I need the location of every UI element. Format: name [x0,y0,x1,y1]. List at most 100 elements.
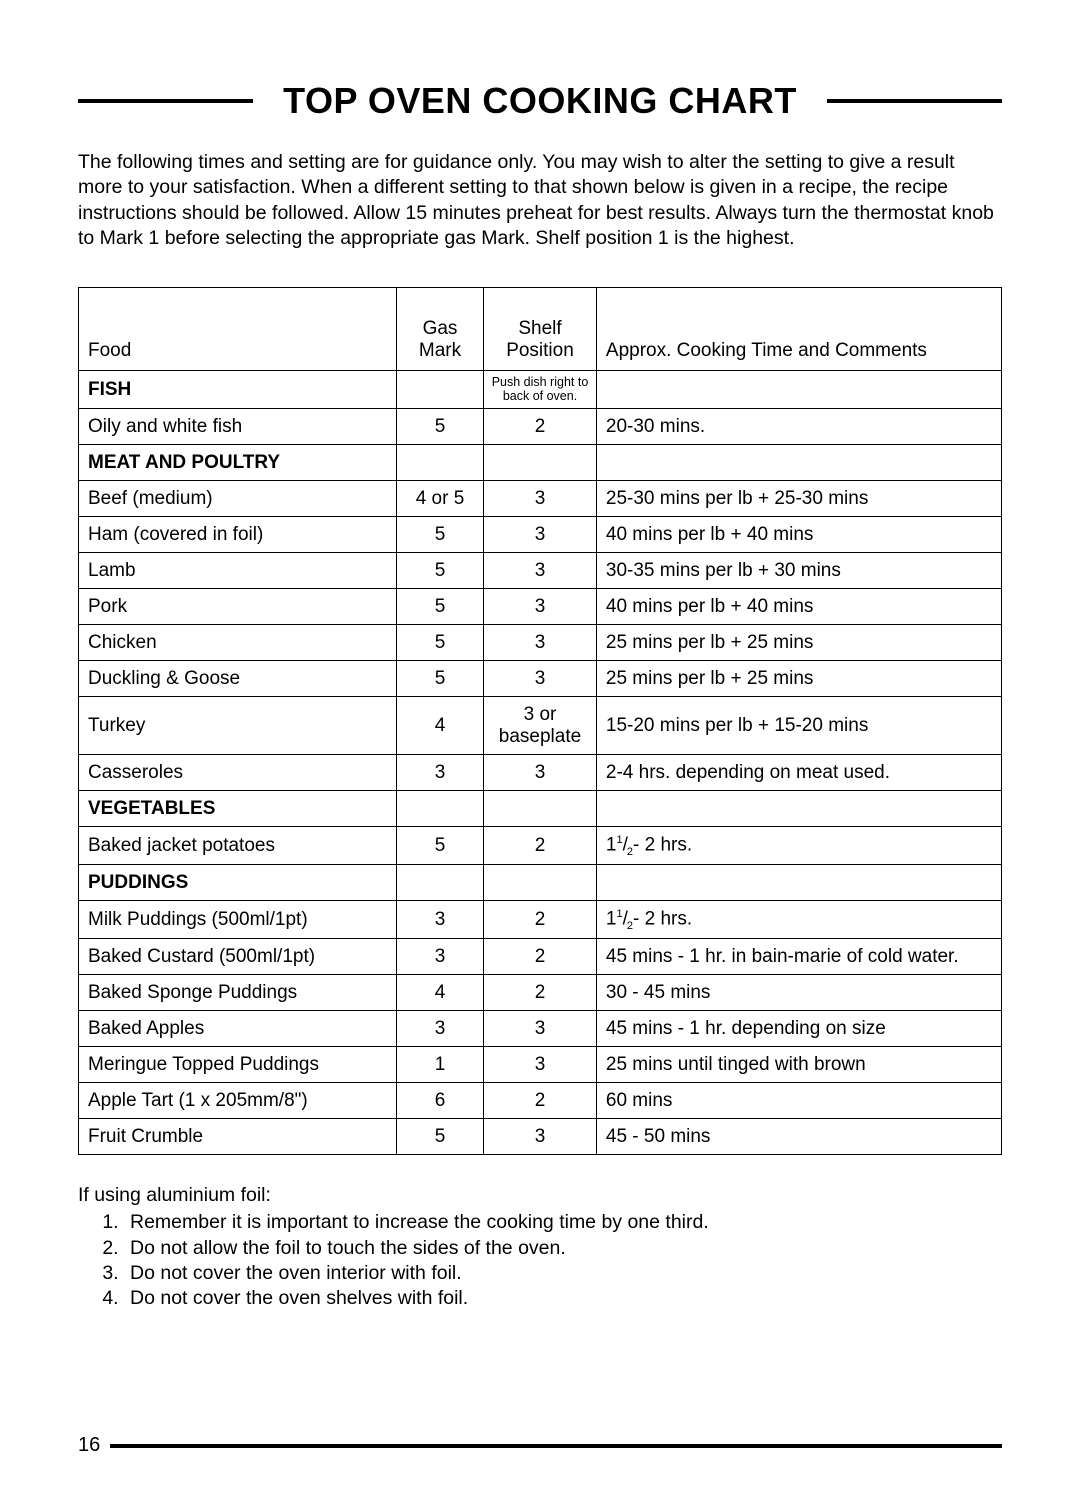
cell-food: Baked Sponge Puddings [79,975,397,1011]
table-row: Meringue Topped Puddings1325 mins until … [79,1047,1002,1083]
cell-comments: 45 - 50 mins [596,1119,1001,1155]
foil-list: Remember it is important to increase the… [78,1210,1002,1311]
cell-comments: 25 mins per lb + 25 mins [596,624,1001,660]
cell-gas [396,371,483,409]
cell-shelf: 3 [484,1119,597,1155]
cell-shelf: 2 [484,975,597,1011]
footer-rule [110,1444,1002,1448]
cell-food: VEGETABLES [79,790,397,826]
cell-comments: 40 mins per lb + 40 mins [596,588,1001,624]
table-row: Casseroles332-4 hrs. depending on meat u… [79,754,1002,790]
table-row: MEAT AND POULTRY [79,444,1002,480]
cell-food: Casseroles [79,754,397,790]
cell-comments [596,790,1001,826]
table-row: Duckling & Goose5325 mins per lb + 25 mi… [79,660,1002,696]
table-header-row: Food GasMark ShelfPosition Approx. Cooki… [79,288,1002,371]
cell-gas: 4 [396,975,483,1011]
foil-heading: If using aluminium foil: [78,1183,1002,1208]
cell-shelf: 3 or baseplate [484,696,597,754]
cell-shelf: 3 [484,516,597,552]
foil-list-item: Do not cover the oven interior with foil… [124,1261,1002,1286]
foil-list-item: Do not allow the foil to touch the sides… [124,1236,1002,1261]
title-bar: TOP OVEN COOKING CHART [78,80,1002,122]
table-row: Milk Puddings (500ml/1pt)3211/2- 2 hrs. [79,900,1002,938]
cell-food: FISH [79,371,397,409]
col-gas: GasMark [396,288,483,371]
intro-paragraph: The following times and setting are for … [78,150,1002,251]
cell-comments [596,864,1001,900]
cell-gas: 4 or 5 [396,480,483,516]
cell-gas: 1 [396,1047,483,1083]
table-row: VEGETABLES [79,790,1002,826]
table-row: Baked jacket potatoes5211/2- 2 hrs. [79,826,1002,864]
table-row: Baked Sponge Puddings4230 - 45 mins [79,975,1002,1011]
cell-gas [396,444,483,480]
cell-shelf: 3 [484,754,597,790]
table-row: FISHPush dish right to back of oven. [79,371,1002,409]
table-row: Apple Tart (1 x 205mm/8")6260 mins [79,1083,1002,1119]
cell-food: Oily and white fish [79,408,397,444]
cell-gas: 4 [396,696,483,754]
cell-food: Apple Tart (1 x 205mm/8") [79,1083,397,1119]
page-footer: 16 [78,1434,1002,1457]
cell-food: Beef (medium) [79,480,397,516]
table-row: Turkey43 or baseplate15-20 mins per lb +… [79,696,1002,754]
cell-comments: 30 - 45 mins [596,975,1001,1011]
cell-food: PUDDINGS [79,864,397,900]
table-row: Fruit Crumble5345 - 50 mins [79,1119,1002,1155]
manual-page: TOP OVEN COOKING CHART The following tim… [0,0,1080,1511]
cell-comments [596,444,1001,480]
cell-food: Chicken [79,624,397,660]
cell-gas: 5 [396,826,483,864]
cell-shelf: 2 [484,1083,597,1119]
foil-notes: If using aluminium foil: Remember it is … [78,1183,1002,1312]
cell-shelf: 2 [484,408,597,444]
cell-shelf [484,864,597,900]
cell-gas: 3 [396,754,483,790]
cell-comments [596,371,1001,409]
cell-gas: 5 [396,516,483,552]
cell-food: Milk Puddings (500ml/1pt) [79,900,397,938]
foil-list-item: Do not cover the oven shelves with foil. [124,1286,1002,1311]
cell-gas: 6 [396,1083,483,1119]
cell-gas: 5 [396,624,483,660]
cell-gas: 3 [396,1011,483,1047]
cell-comments: 30-35 mins per lb + 30 mins [596,552,1001,588]
cell-comments: 2-4 hrs. depending on meat used. [596,754,1001,790]
table-body: FISHPush dish right to back of oven.Oily… [79,371,1002,1155]
cell-shelf: 3 [484,1047,597,1083]
cell-food: Ham (covered in foil) [79,516,397,552]
cell-comments: 40 mins per lb + 40 mins [596,516,1001,552]
table-row: Lamb5330-35 mins per lb + 30 mins [79,552,1002,588]
cell-comments: 25-30 mins per lb + 25-30 mins [596,480,1001,516]
page-number: 16 [78,1434,110,1457]
cell-shelf: 3 [484,660,597,696]
cell-shelf: 3 [484,1011,597,1047]
table-row: Chicken5325 mins per lb + 25 mins [79,624,1002,660]
cell-gas [396,790,483,826]
cell-gas [396,864,483,900]
cell-comments: 60 mins [596,1083,1001,1119]
cell-gas: 5 [396,1119,483,1155]
cell-food: Duckling & Goose [79,660,397,696]
cell-gas: 5 [396,408,483,444]
cell-gas: 3 [396,900,483,938]
title-rule-right [827,99,1002,103]
table-row: Pork5340 mins per lb + 40 mins [79,588,1002,624]
cell-shelf [484,444,597,480]
cell-food: Baked Apples [79,1011,397,1047]
cell-gas: 5 [396,660,483,696]
col-comments: Approx. Cooking Time and Comments [596,288,1001,371]
cell-comments: 11/2- 2 hrs. [596,900,1001,938]
cell-shelf: 3 [484,480,597,516]
cell-food: Turkey [79,696,397,754]
title-rule-left [78,99,253,103]
cell-comments: 11/2- 2 hrs. [596,826,1001,864]
cell-shelf: 3 [484,624,597,660]
table-row: Oily and white fish5220-30 mins. [79,408,1002,444]
cell-shelf [484,790,597,826]
cell-shelf: 3 [484,588,597,624]
cooking-chart-table: Food GasMark ShelfPosition Approx. Cooki… [78,287,1002,1155]
cell-shelf: 3 [484,552,597,588]
cell-gas: 5 [396,552,483,588]
